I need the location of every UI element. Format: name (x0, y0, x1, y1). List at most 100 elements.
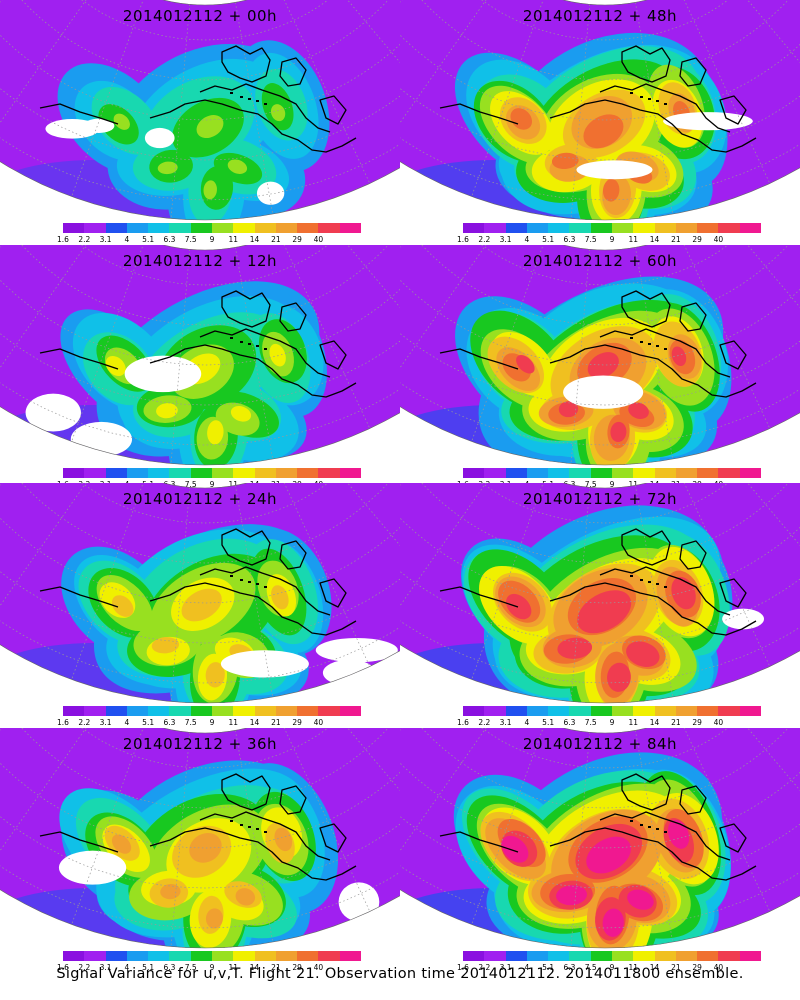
colorbar-swatch (233, 706, 255, 716)
colorbar-swatch (233, 951, 255, 961)
colorbar-swatch (318, 468, 340, 478)
colorbar-swatch (254, 706, 276, 716)
colorbar-swatch (254, 951, 276, 961)
colorbar-swatch (190, 706, 212, 716)
colorbar (63, 468, 361, 478)
colorbar-swatch (126, 223, 149, 233)
colorbar-tick-label: 21 (671, 235, 681, 244)
colorbar-swatch (339, 706, 361, 716)
colorbar-swatch (126, 951, 149, 961)
colorbar-swatch (275, 223, 298, 233)
panel-title: 2014012112 + 36h (122, 735, 278, 753)
panel-title: 2014012112 + 84h (522, 735, 678, 753)
colorbar-swatch (739, 468, 761, 478)
colorbar-tick-label: 14 (649, 235, 660, 244)
colorbar-tick-label: 14 (249, 235, 260, 244)
colorbar-tick-label: 9 (609, 235, 615, 244)
colorbar-tick-label: 29 (292, 963, 302, 972)
colorbar-swatch (339, 468, 361, 478)
colorbar-swatch (697, 706, 719, 716)
colorbar-swatch (105, 468, 127, 478)
colorbar-swatch (169, 468, 191, 478)
colorbar-tick-label: 5.1 (142, 963, 155, 972)
colorbar-tick-label: 4 (124, 718, 130, 727)
colorbar-swatch (148, 468, 170, 478)
colorbar-swatch (105, 706, 127, 716)
colorbar-tick-label: 2.2 (78, 963, 91, 972)
colorbar-swatch (463, 706, 485, 716)
colorbar-tick-label: 4 (524, 718, 530, 727)
colorbar-swatch (148, 706, 170, 716)
map-panel: 2014012112 + 48h 1.6 2.2 3.1 4 5.1 6.3 7.5 9 11 14… (400, 0, 800, 245)
map-panel: 2014012112 + 00h 1.6 2.2 3.1 4 5.1 6.3 7.5 9 11 14… (0, 0, 400, 245)
colorbar-swatch (233, 223, 255, 233)
colorbar-swatch (611, 223, 634, 233)
colorbar-tick-label: 21 (671, 963, 681, 972)
colorbar-tick-label: 40 (313, 718, 324, 727)
colorbar-swatch (526, 468, 549, 478)
colorbar-tick-label: 5.1 (542, 963, 555, 972)
colorbar-tick-label: 9 (209, 480, 215, 489)
colorbar-swatch (590, 951, 612, 961)
variance-map (400, 483, 800, 704)
colorbar-swatch (590, 223, 612, 233)
colorbar-swatch (318, 951, 340, 961)
colorbar-tick-label: 3.1 (99, 963, 112, 972)
colorbar-labels: 1.6 2.2 3.1 4 5.1 6.3 7.5 9 11 14 21 29 40 (455, 964, 775, 974)
colorbar-tick-label: 7.5 (184, 963, 197, 972)
colorbar-tick-label: 1.6 (57, 963, 69, 972)
colorbar-swatch (505, 223, 527, 233)
colorbar-tick-label: 40 (313, 235, 324, 244)
colorbar-swatch (548, 223, 570, 233)
colorbar-tick-label: 11 (228, 235, 239, 244)
colorbar-swatch (254, 468, 276, 478)
colorbar-swatch (169, 951, 191, 961)
colorbar-tick-label: 29 (692, 963, 702, 972)
variance-map (0, 483, 400, 704)
colorbar-swatch (463, 951, 485, 961)
colorbar-swatch (84, 951, 106, 961)
colorbar-swatch (526, 951, 549, 961)
colorbar-swatch (633, 951, 655, 961)
colorbar-tick-label: 4 (124, 963, 130, 972)
colorbar-swatch (211, 951, 234, 961)
colorbar-swatch (126, 706, 149, 716)
colorbar (463, 223, 761, 233)
colorbar-tick-label: 2.2 (78, 718, 91, 727)
colorbar-tick-label: 9 (209, 235, 215, 244)
colorbar-swatch (275, 706, 298, 716)
colorbar-swatch (254, 223, 276, 233)
colorbar-tick-label: 9 (609, 718, 615, 727)
map-panel: 2014012112 + 60h1.62.23.145.16.37.591114… (400, 245, 800, 490)
colorbar-tick-label: 40 (713, 235, 724, 244)
colorbar-swatch (505, 706, 527, 716)
colorbar (63, 706, 361, 716)
colorbar-swatch (190, 468, 212, 478)
colorbar-tick-label: 11 (228, 480, 239, 489)
colorbar-swatch (190, 951, 212, 961)
colorbar-swatch (548, 951, 570, 961)
colorbar-tick-label: 7.5 (184, 480, 197, 489)
colorbar-tick-label: 4 (524, 235, 530, 244)
colorbar-swatch (233, 468, 255, 478)
colorbar-swatch (318, 223, 340, 233)
colorbar-tick-label: 2.2 (478, 235, 491, 244)
figure-caption: Signal Variance for u,v,T. Flight 21. Ob… (56, 966, 744, 982)
colorbar-swatch (84, 706, 106, 716)
colorbar-tick-label: 5.1 (542, 235, 555, 244)
colorbar-swatch (697, 223, 719, 233)
colorbar-swatch (569, 223, 591, 233)
colorbar-tick-label: 1.6 (57, 718, 69, 727)
colorbar-tick-label: 7.5 (184, 718, 197, 727)
colorbar-swatch (548, 468, 570, 478)
colorbar-tick-label: 21 (271, 963, 281, 972)
colorbar-swatch (211, 706, 234, 716)
colorbar-swatch (484, 223, 506, 233)
colorbar-tick-label: 2.2 (478, 718, 491, 727)
colorbar-swatch (318, 706, 340, 716)
colorbar-swatch (718, 706, 740, 716)
colorbar-swatch (526, 223, 549, 233)
colorbar-swatch (63, 951, 85, 961)
colorbar-tick-label: 29 (292, 235, 302, 244)
colorbar-tick-label: 6.3 (163, 718, 176, 727)
